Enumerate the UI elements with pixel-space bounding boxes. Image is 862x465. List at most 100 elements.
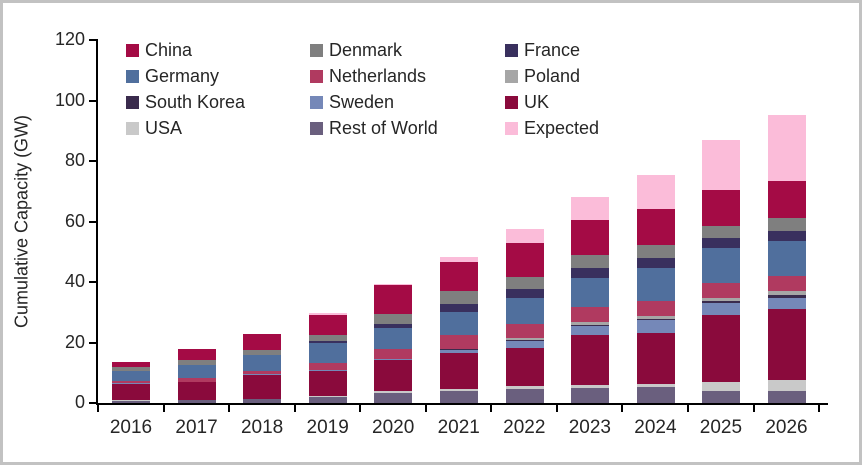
bar-segment-rest-of-world — [636, 387, 675, 403]
legend-swatch — [505, 121, 518, 135]
legend-label: USA — [145, 117, 183, 138]
bar-segment-china — [440, 261, 479, 292]
y-tick-mark — [89, 160, 97, 162]
bar-segment-china — [571, 220, 610, 256]
bar-segment-usa — [374, 391, 413, 394]
x-axis-label: 2020 — [372, 417, 415, 438]
bar-segment-france — [374, 323, 413, 328]
bar-segment-france — [767, 230, 806, 241]
bar-segment-usa — [702, 381, 741, 391]
x-tick-mark — [97, 405, 99, 412]
bar-segment-rest-of-world — [308, 396, 347, 403]
bar-segment-rest-of-world — [767, 390, 806, 403]
bar-segment-south-korea — [767, 295, 806, 298]
x-axis-label: 2025 — [699, 417, 743, 438]
bar-segment-denmark — [243, 349, 282, 356]
legend-item-france: France — [505, 40, 720, 61]
bar-segment-netherlands — [571, 307, 610, 322]
legend-swatch — [310, 69, 323, 83]
bar-segment-germany — [440, 312, 479, 335]
bar-segment-poland — [767, 291, 806, 296]
bar-segment-france — [636, 258, 675, 268]
bar-segment-sweden — [571, 325, 610, 335]
y-tick-mark — [89, 220, 97, 223]
legend-label: Denmark — [329, 39, 403, 60]
x-axis-label: 2021 — [437, 417, 480, 438]
legend-swatch — [505, 43, 518, 57]
bar-segment-netherlands — [440, 334, 479, 349]
y-tick-mark — [89, 99, 97, 102]
bar-segment-south-korea — [702, 301, 741, 303]
bar-segment-expected — [374, 283, 413, 285]
legend-item-sweden: Sweden — [310, 92, 505, 113]
bar-2018 — [243, 334, 282, 403]
bar-segment-uk — [243, 374, 282, 399]
bar-segment-denmark — [440, 291, 479, 304]
bar-segment-denmark — [636, 245, 675, 259]
y-tick-mark — [89, 402, 97, 404]
y-tick-mark — [89, 281, 97, 283]
bar-2024 — [636, 174, 675, 403]
bar-segment-germany — [571, 277, 610, 308]
bar-segment-sweden — [243, 374, 282, 375]
y-tick-label: 20 — [64, 331, 85, 352]
bar-segment-denmark — [571, 255, 610, 269]
bar-segment-rest-of-world — [571, 387, 610, 403]
y-tick-label: 100 — [54, 89, 85, 110]
bar-2019 — [308, 312, 347, 403]
bar-segment-uk — [112, 383, 151, 401]
legend-item-rest-of-world: Rest of World — [310, 118, 505, 139]
bar-segment-netherlands — [636, 300, 675, 316]
legend-swatch — [126, 95, 139, 109]
bar-2016 — [112, 361, 151, 403]
bar-segment-germany — [505, 297, 544, 324]
legend-item-china: China — [126, 40, 310, 61]
legend-swatch — [310, 43, 323, 57]
bar-segment-usa — [308, 396, 347, 397]
bar-segment-netherlands — [374, 348, 413, 360]
legend-item-netherlands: Netherlands — [310, 66, 505, 87]
bar-segment-netherlands — [702, 283, 741, 299]
bar-segment-sweden — [308, 370, 347, 371]
bar-segment-denmark — [767, 217, 806, 231]
bar-segment-germany — [177, 364, 216, 379]
bar-segment-rest-of-world — [374, 393, 413, 403]
bar-segment-uk — [177, 382, 216, 400]
legend-label: Germany — [145, 65, 220, 86]
x-tick-mark — [555, 405, 558, 412]
bar-segment-uk — [636, 332, 675, 384]
x-tick-mark — [752, 405, 755, 412]
bar-segment-uk — [702, 314, 741, 382]
x-axis-label: 2016 — [109, 417, 153, 438]
legend-label: Netherlands — [329, 65, 427, 86]
bar-segment-netherlands — [767, 276, 806, 292]
bar-segment-usa — [505, 386, 544, 390]
bar-segment-denmark — [177, 359, 216, 365]
legend-swatch — [126, 69, 139, 83]
legend-label: Rest of World — [329, 117, 438, 138]
bar-segment-france — [571, 268, 610, 278]
bar-segment-poland — [702, 298, 741, 302]
bar-segment-south-korea — [505, 340, 544, 342]
bar-segment-denmark — [308, 334, 347, 342]
x-axis-label: 2018 — [240, 417, 284, 438]
legend-swatch — [126, 43, 139, 57]
bar-segment-poland — [505, 337, 544, 341]
x-tick-mark — [424, 405, 427, 412]
bar-segment-germany — [702, 248, 741, 284]
bar-2021 — [440, 256, 479, 403]
legend-item-uk: UK — [505, 92, 720, 113]
bar-segment-germany — [767, 240, 806, 277]
plot-area — [98, 40, 820, 403]
bar-segment-poland — [636, 315, 675, 319]
bar-segment-uk — [505, 348, 544, 387]
legend-swatch — [505, 69, 518, 83]
x-tick-mark — [228, 405, 231, 412]
legend-label: South Korea — [145, 91, 246, 112]
bar-segment-netherlands — [112, 381, 151, 384]
bar-segment-usa — [767, 380, 806, 391]
bar-segment-china — [767, 181, 806, 218]
bar-2023 — [571, 196, 610, 403]
legend-swatch — [505, 95, 518, 109]
